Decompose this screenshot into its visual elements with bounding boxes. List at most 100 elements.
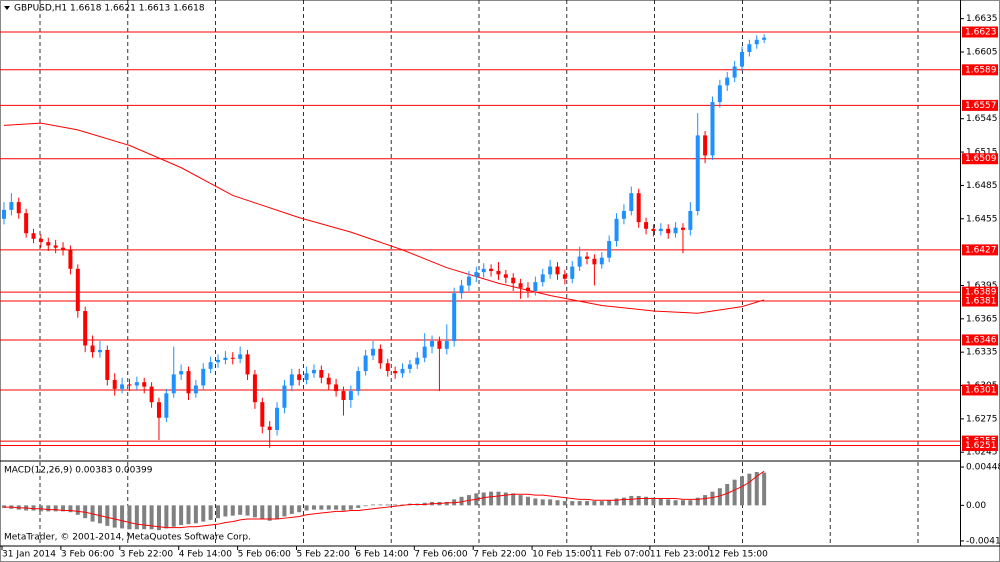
candle-body (651, 228, 656, 231)
candle-body (540, 274, 545, 283)
macd-title: MACD(12,26,9) 0.00383 0.00399 (4, 466, 153, 476)
candle-body (437, 341, 442, 349)
macd-bar (459, 496, 464, 506)
candle-body (762, 37, 767, 40)
candle-body (24, 213, 29, 234)
macd-bar (120, 505, 125, 529)
macd-bar (282, 505, 287, 517)
macd-bar (511, 493, 516, 506)
macd-bar (481, 492, 486, 506)
watermark: MetaTrader, © 2001-2014, MetaQuotes Soft… (4, 533, 251, 543)
macd-bar (238, 505, 243, 515)
candle-body (422, 346, 427, 358)
candle-body (127, 384, 132, 386)
y-tick-label: 1.6515 (966, 148, 998, 158)
macd-bar (260, 505, 265, 520)
macd-signal (4, 470, 765, 529)
candle-body (326, 377, 331, 385)
candle-body (275, 407, 280, 430)
candle-body (260, 402, 265, 427)
candle-body (134, 382, 139, 386)
candle-body (311, 369, 316, 374)
level-label-box (962, 286, 998, 298)
candle-body (282, 385, 287, 408)
macd-bar (223, 505, 228, 517)
macd-bar (245, 505, 250, 516)
macd-y-tick-label: 0.00448 (966, 463, 1000, 473)
candle-body (614, 218, 619, 242)
candle-body (156, 402, 161, 418)
candle-body (363, 355, 368, 372)
candle-body (186, 371, 191, 394)
candle-body (46, 242, 51, 246)
candle-body (179, 371, 184, 375)
candle-body (9, 202, 14, 210)
level-label: 1.6381 (965, 297, 997, 307)
candle-body (400, 368, 405, 374)
macd-bar (599, 501, 604, 506)
macd-bar (127, 505, 132, 530)
macd-bar (216, 505, 221, 519)
x-tick-label: 11 Feb 07:00 (591, 550, 650, 560)
y-tick-label: 1.6245 (966, 448, 998, 458)
y-tick-label: 1.6275 (966, 414, 998, 424)
candle-body (223, 357, 228, 360)
y-tick-label: 1.6335 (966, 348, 998, 358)
macd-bar (688, 500, 693, 506)
x-tick-label: 11 Feb 23:00 (650, 550, 709, 560)
macd-bar (371, 504, 375, 506)
y-tick-label: 1.6605 (966, 48, 998, 58)
candle-body (688, 210, 693, 230)
candle-body (496, 271, 501, 275)
macd-bar (577, 501, 582, 506)
macd-bar (186, 505, 191, 525)
macd-bar (651, 497, 656, 506)
level-label-box (962, 26, 998, 38)
candle-body (570, 266, 575, 279)
macd-bar (725, 483, 730, 506)
candle-body (548, 266, 553, 275)
level-label-box (962, 244, 998, 256)
macd-bar (46, 505, 51, 512)
macd-bar (740, 476, 744, 506)
macd-bar (230, 505, 235, 516)
candle-body (68, 249, 73, 269)
candle-body (83, 311, 88, 346)
macd-bar (621, 497, 626, 506)
chart-title: GBPUSD,H1 1.6618 1.6621 1.6613 1.6618 (14, 4, 205, 14)
candle-body (61, 247, 66, 250)
candle-body (562, 274, 567, 279)
level-label-box (962, 334, 998, 346)
macd-bar (252, 505, 257, 518)
macd-bar (540, 499, 545, 506)
candle-body (747, 44, 752, 53)
macd-bar (518, 495, 523, 506)
macd-bar (555, 500, 560, 506)
macd-bar (68, 505, 73, 513)
macd-bar (356, 505, 361, 508)
level-label-box (962, 295, 998, 307)
candle-body (407, 364, 412, 369)
macd-bar (496, 491, 501, 506)
candle-body (149, 386, 154, 403)
candle-body (75, 268, 80, 312)
candle-body (511, 277, 516, 284)
macd-bar (31, 505, 36, 511)
candle-body (673, 227, 678, 234)
macd-bar (334, 505, 339, 510)
macd-bar (607, 500, 612, 506)
x-tick-label: 3 Feb 06:00 (61, 550, 115, 560)
level-label: 1.6509 (965, 154, 997, 164)
y-tick-label: 1.6455 (966, 214, 998, 224)
x-tick-label: 7 Feb 22:00 (473, 550, 527, 560)
candle-body (533, 282, 538, 292)
candle-body (2, 209, 6, 219)
level-label-box (962, 64, 998, 76)
macd-bar (636, 495, 641, 506)
macd-y-tick-label: -0.00416 (966, 536, 1000, 546)
candle-body (525, 287, 530, 292)
x-tick-label: 10 Feb 15:00 (532, 550, 591, 560)
candle-body (732, 66, 737, 78)
macd-bar (592, 501, 597, 506)
macd-bar (762, 472, 767, 506)
